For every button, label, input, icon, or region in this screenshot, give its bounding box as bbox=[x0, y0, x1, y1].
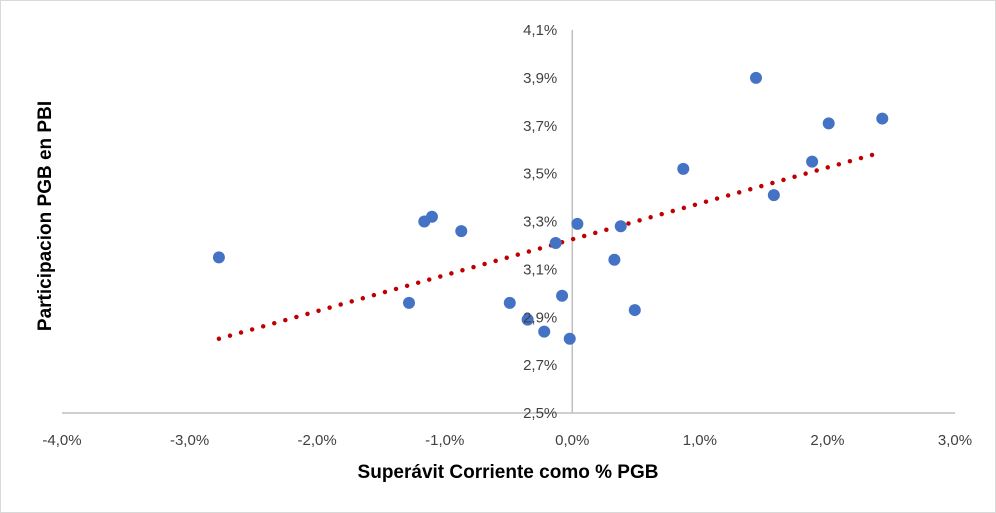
x-tick-label: -3,0% bbox=[170, 432, 209, 449]
y-tick-label: 2,7% bbox=[523, 357, 557, 374]
data-point bbox=[556, 289, 569, 302]
y-tick-label: 2,9% bbox=[523, 309, 557, 326]
data-point bbox=[749, 71, 762, 84]
y-tick-label: 3,7% bbox=[523, 118, 557, 135]
data-point bbox=[549, 237, 562, 250]
data-point bbox=[677, 162, 690, 175]
data-point bbox=[876, 112, 889, 125]
x-tick-label: 1,0% bbox=[683, 432, 717, 449]
data-point bbox=[521, 313, 534, 326]
data-point bbox=[571, 217, 584, 230]
data-point bbox=[614, 220, 627, 233]
data-point bbox=[402, 296, 415, 309]
x-tick-label: -2,0% bbox=[298, 432, 337, 449]
y-tick-label: 3,3% bbox=[523, 214, 557, 231]
data-point bbox=[628, 304, 641, 317]
data-point bbox=[538, 325, 551, 338]
data-point bbox=[806, 155, 819, 168]
data-point bbox=[212, 251, 225, 264]
data-point bbox=[503, 296, 516, 309]
x-tick-label: 3,0% bbox=[938, 432, 972, 449]
x-tick-label: -4,0% bbox=[42, 432, 81, 449]
data-point bbox=[425, 210, 438, 223]
y-axis-title: Participacion PGB en PBI bbox=[35, 101, 56, 331]
data-point bbox=[455, 225, 468, 238]
y-tick-label: 3,1% bbox=[523, 261, 557, 278]
x-tick-label: 2,0% bbox=[810, 432, 844, 449]
y-tick-label: 3,9% bbox=[523, 70, 557, 87]
y-tick-label: 2,5% bbox=[523, 405, 557, 422]
data-point bbox=[608, 253, 621, 266]
y-tick-label: 4,1% bbox=[523, 22, 557, 39]
y-tick-label: 3,5% bbox=[523, 166, 557, 183]
x-tick-label: 0,0% bbox=[555, 432, 589, 449]
x-axis-title: Superávit Corriente como % PGB bbox=[358, 462, 659, 483]
data-point bbox=[767, 189, 780, 202]
data-point bbox=[563, 332, 576, 345]
data-point bbox=[822, 117, 835, 130]
x-tick-label: -1,0% bbox=[425, 432, 464, 449]
